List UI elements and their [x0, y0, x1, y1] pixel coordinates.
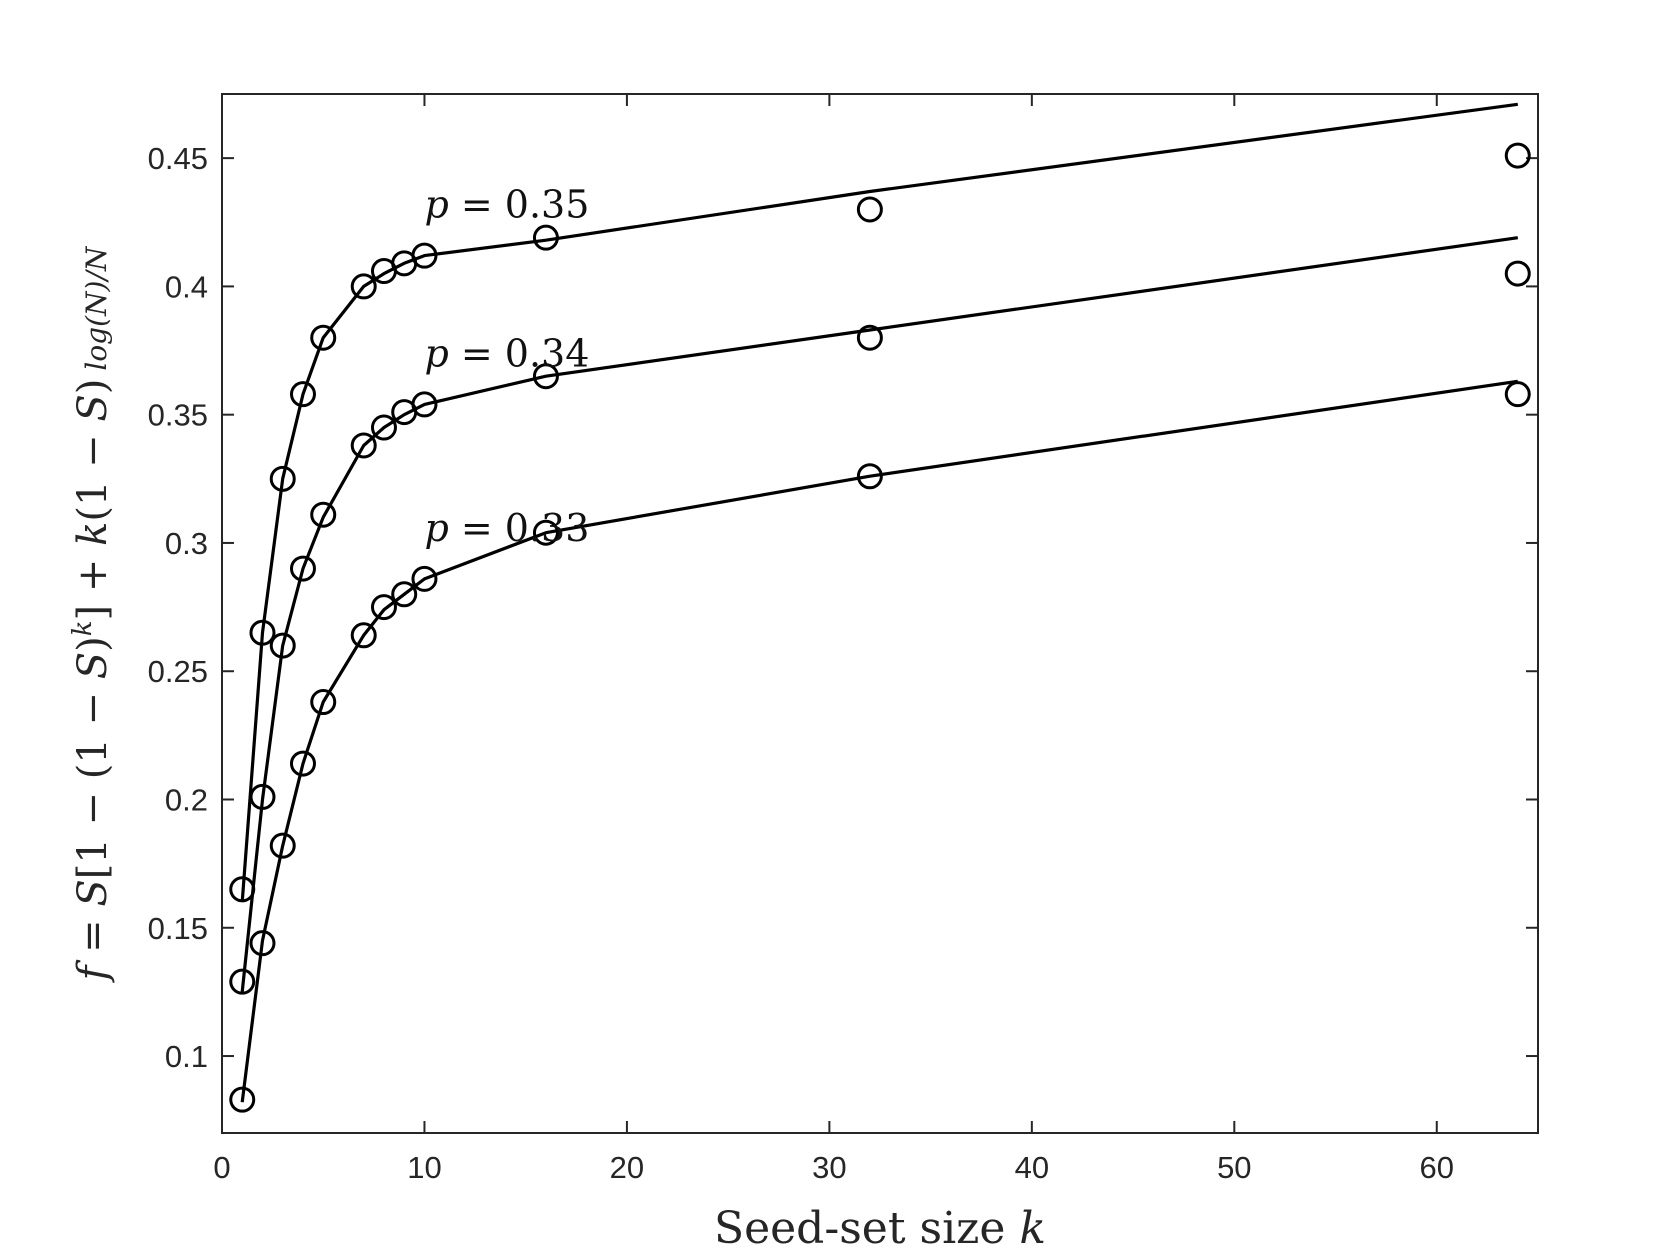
- y-label-br5: ): [70, 379, 116, 395]
- x-tick-label: 30: [812, 1150, 846, 1185]
- data-point-marker: [350, 622, 377, 649]
- data-point-marker: [269, 632, 296, 659]
- x-tick-label: 60: [1420, 1150, 1454, 1185]
- x-tick-label: 20: [610, 1150, 644, 1185]
- data-point-marker: [310, 689, 337, 716]
- y-label-s2: S: [70, 652, 116, 679]
- data-point-marker: [310, 324, 337, 351]
- annotation-value: = 0.33: [449, 506, 590, 550]
- data-point-marker: [532, 224, 559, 251]
- y-axis-ticks: 0.1 0.15 0.2 0.25 0.3 0.35 0.4 0.45: [148, 141, 1538, 1074]
- x-tick-label: 40: [1015, 1150, 1049, 1185]
- annotations: p = 0.35p = 0.34p = 0.33: [424, 183, 589, 550]
- y-axis-label: f = S[1 − (1 − S)k] + k(1 − S)log(N)/N: [68, 245, 116, 983]
- series-annotation: p = 0.35: [424, 183, 589, 227]
- y-tick-label: 0.15: [148, 911, 208, 946]
- data-point-marker: [249, 783, 276, 810]
- y-tick-label: 0.45: [148, 141, 208, 176]
- data-point-marker: [289, 381, 316, 408]
- y-tick-label: 0.4: [165, 269, 208, 304]
- data-point-marker: [370, 414, 397, 441]
- x-axis-label: Seed-set size k: [714, 1203, 1046, 1254]
- data-point-marker: [1504, 142, 1531, 169]
- x-axis-label-text: Seed-set size: [714, 1203, 1019, 1254]
- y-tick-label: 0.25: [148, 654, 208, 689]
- y-label-eq: =: [70, 907, 116, 966]
- data-point-marker: [249, 930, 276, 957]
- x-axis-ticks: 0 10 20 30 40 50 60: [213, 94, 1454, 1185]
- series-line-2: [240, 379, 1519, 1103]
- annotation-var: p: [424, 506, 448, 550]
- data-point-marker: [249, 619, 276, 646]
- data-point-marker: [856, 196, 883, 223]
- y-tick-label: 0.1: [165, 1039, 208, 1074]
- data-point-marker: [411, 391, 438, 418]
- data-point-marker: [310, 501, 337, 528]
- data-point-marker: [370, 594, 397, 621]
- series-group: [229, 102, 1531, 1113]
- y-label-br2: ): [70, 636, 116, 652]
- data-point-marker: [411, 242, 438, 269]
- y-label-br4: (1 −: [70, 422, 116, 522]
- data-point-marker: [289, 555, 316, 582]
- data-point-marker: [269, 465, 296, 492]
- data-point-marker: [411, 565, 438, 592]
- y-label-br1: [1 − (1 −: [70, 679, 116, 879]
- y-tick-label: 0.3: [165, 526, 208, 561]
- data-point-marker: [350, 273, 377, 300]
- data-point-marker: [1504, 260, 1531, 287]
- data-point-marker: [391, 581, 418, 608]
- series-annotation: p = 0.33: [424, 506, 589, 550]
- y-label-br3: ] +: [70, 546, 116, 621]
- data-point-marker: [350, 432, 377, 459]
- data-point-marker: [289, 750, 316, 777]
- data-point-marker: [229, 1086, 256, 1113]
- annotation-var: p: [424, 331, 448, 375]
- data-point-marker: [269, 832, 296, 859]
- y-label-exp-k: k: [68, 620, 98, 636]
- axes-box: [221, 93, 1539, 1134]
- data-point-marker: [229, 968, 256, 995]
- data-point-marker: [532, 519, 559, 546]
- y-label-k: k: [70, 522, 116, 546]
- series-line-1: [240, 236, 1519, 993]
- y-label-s1: S: [70, 879, 116, 906]
- y-tick-label: 0.35: [148, 398, 208, 433]
- x-tick-label: 10: [407, 1150, 441, 1185]
- data-point-marker: [1504, 381, 1531, 408]
- series-annotation: p = 0.34: [424, 331, 589, 375]
- y-label-s3: S: [70, 394, 116, 421]
- data-point-marker: [532, 363, 559, 390]
- data-point-marker: [856, 324, 883, 351]
- annotation-value: = 0.34: [449, 331, 590, 375]
- x-tick-label: 50: [1217, 1150, 1251, 1185]
- x-tick-label: 0: [213, 1150, 230, 1185]
- annotation-var: p: [424, 183, 448, 227]
- y-label-frac: log(N)/N: [80, 245, 113, 371]
- data-point-marker: [856, 463, 883, 490]
- x-axis-label-var: k: [1019, 1203, 1046, 1254]
- annotation-value: = 0.35: [449, 183, 590, 227]
- y-tick-label: 0.2: [165, 782, 208, 817]
